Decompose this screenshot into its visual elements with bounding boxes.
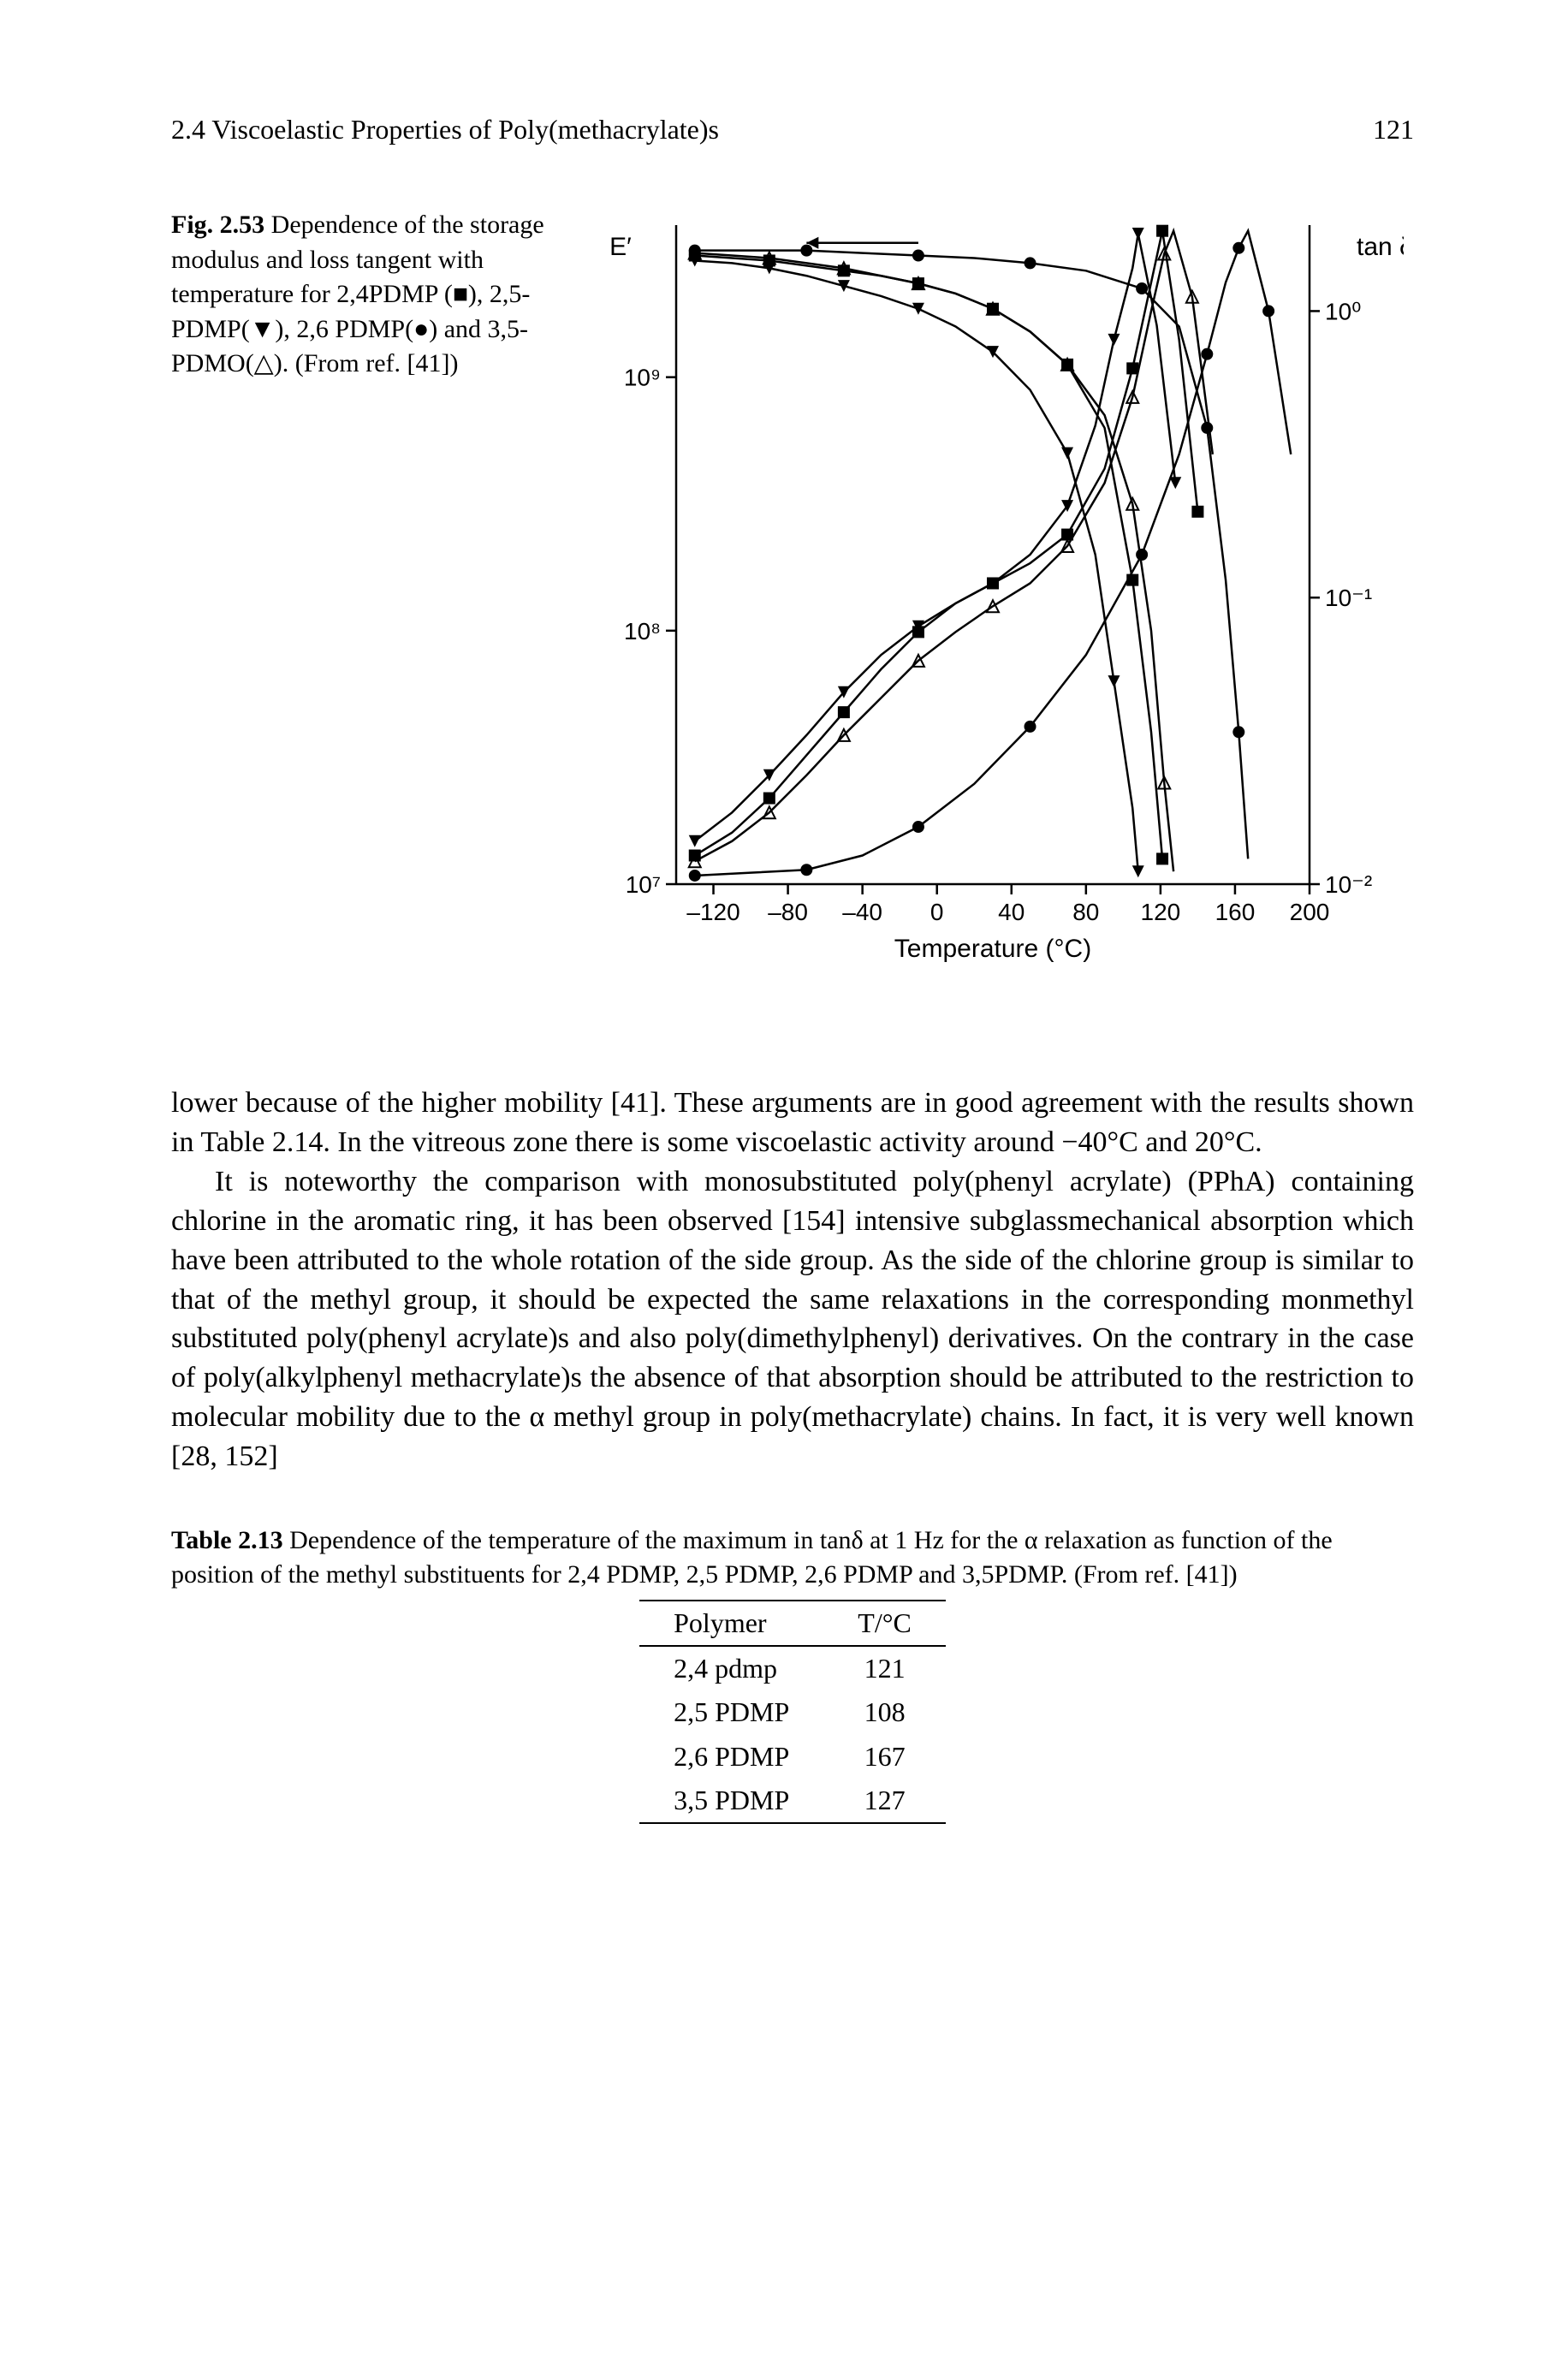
svg-text:10⁸: 10⁸: [624, 618, 661, 644]
section-title: 2.4 Viscoelastic Properties of Poly(meth…: [171, 111, 719, 148]
col-polymer: Polymer: [639, 1601, 823, 1646]
figure-2-53: Fig. 2.53 Dependence of the storage modu…: [171, 208, 1414, 989]
body-paragraph-1: lower because of the higher mobility [41…: [171, 1084, 1414, 1162]
svg-text:160: 160: [1215, 899, 1256, 925]
cell-polymer: 2,6 PDMP: [639, 1735, 823, 1779]
svg-text:–120: –120: [686, 899, 739, 925]
cell-temperature: 121: [823, 1646, 946, 1690]
svg-text:–80: –80: [768, 899, 808, 925]
svg-text:40: 40: [998, 899, 1025, 925]
table-row: 2,4 pdmp121: [639, 1646, 946, 1690]
svg-text:Temperature (°C): Temperature (°C): [894, 935, 1091, 963]
svg-text:10⁻²: 10⁻²: [1325, 871, 1372, 898]
table-caption-text: Dependence of the temperature of the max…: [171, 1526, 1333, 1589]
col-temperature: T/°C: [823, 1601, 946, 1646]
svg-text:120: 120: [1141, 899, 1181, 925]
running-head: 2.4 Viscoelastic Properties of Poly(meth…: [171, 111, 1414, 148]
svg-text:10⁻¹: 10⁻¹: [1325, 585, 1372, 611]
svg-text:10⁷: 10⁷: [626, 871, 661, 898]
table-2-13: Polymer T/°C 2,4 pdmp1212,5 PDMP1082,6 P…: [639, 1600, 946, 1824]
svg-text:10⁰: 10⁰: [1325, 299, 1361, 325]
figure-caption: Fig. 2.53 Dependence of the storage modu…: [171, 208, 565, 382]
cell-temperature: 108: [823, 1690, 946, 1734]
table-header-row: Polymer T/°C: [639, 1601, 946, 1646]
table-label: Table 2.13: [171, 1526, 283, 1554]
cell-polymer: 3,5 PDMP: [639, 1779, 823, 1823]
table-row: 2,6 PDMP167: [639, 1735, 946, 1779]
cell-polymer: 2,5 PDMP: [639, 1690, 823, 1734]
svg-text:10⁹: 10⁹: [624, 365, 661, 391]
table-caption: Table 2.13 Dependence of the temperature…: [171, 1524, 1414, 1593]
body-paragraph-2: It is noteworthy the comparison with mon…: [171, 1162, 1414, 1476]
svg-text:80: 80: [1072, 899, 1099, 925]
figure-label: Fig. 2.53: [171, 211, 264, 239]
svg-text:E′: E′: [609, 233, 632, 261]
chart-svg: –120 –80 –40 0 40 80 120 160 200 Temperature (°C)…: [582, 208, 1404, 978]
table-row: 2,5 PDMP108: [639, 1690, 946, 1734]
svg-text:–40: –40: [842, 899, 882, 925]
cell-polymer: 2,4 pdmp: [639, 1646, 823, 1690]
page-number: 121: [1373, 111, 1414, 148]
chart-storage-modulus-tandelta: –120 –80 –40 0 40 80 120 160 200 Temperature (°C)…: [582, 208, 1414, 989]
cell-temperature: 127: [823, 1779, 946, 1823]
svg-text:tan δ: tan δ: [1357, 233, 1404, 261]
table-row: 3,5 PDMP127: [639, 1779, 946, 1823]
svg-text:200: 200: [1290, 899, 1330, 925]
cell-temperature: 167: [823, 1735, 946, 1779]
svg-text:0: 0: [930, 899, 944, 925]
